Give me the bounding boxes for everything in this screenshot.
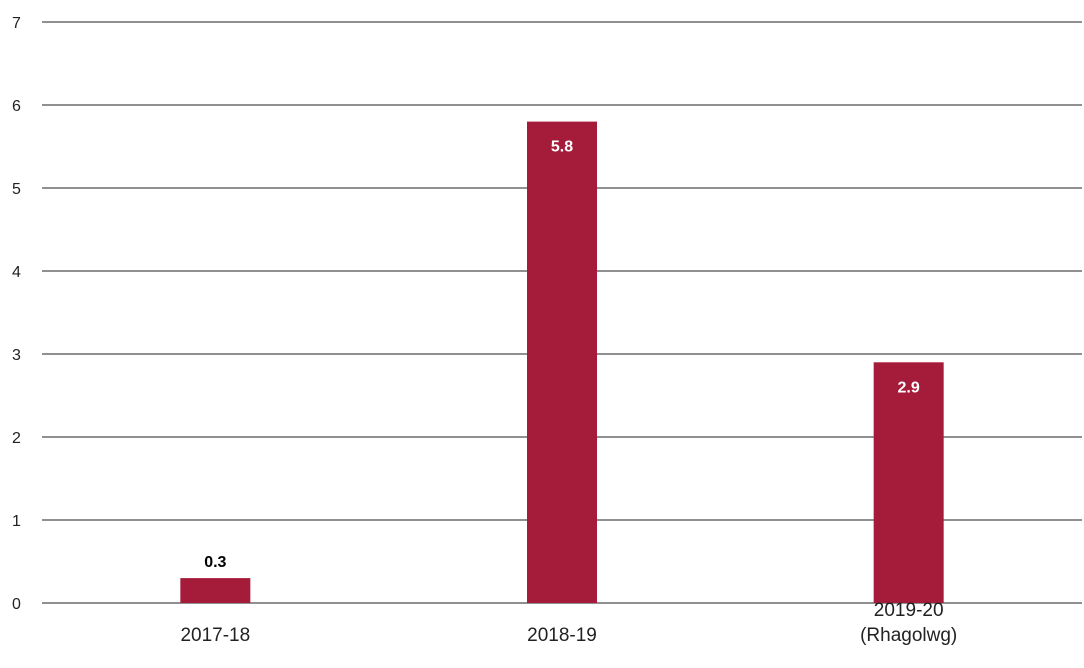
x-tick-label: (Rhagolwg) xyxy=(860,625,957,646)
bars xyxy=(180,121,944,603)
y-tick-label: 3 xyxy=(12,347,21,364)
x-tick-label: 2019-20 xyxy=(874,600,944,621)
y-tick-label: 5 xyxy=(12,181,21,198)
data-labels: 0.3 5.8 2.9 xyxy=(204,139,920,571)
y-axis-ticks: 0 1 2 3 4 5 6 7 xyxy=(12,15,21,613)
data-label: 2.9 xyxy=(898,379,920,396)
bar xyxy=(527,121,597,603)
x-axis-ticks: 2017-18 2018-19 2019-20 (Rhagolwg) xyxy=(180,600,957,646)
y-tick-label: 6 xyxy=(12,98,21,115)
y-tick-label: 4 xyxy=(12,264,21,281)
data-label: 0.3 xyxy=(204,554,226,571)
y-tick-label: 2 xyxy=(12,430,21,447)
data-label: 5.8 xyxy=(551,139,573,156)
y-tick-label: 0 xyxy=(12,596,21,613)
x-tick-label: 2018-19 xyxy=(527,625,597,646)
y-tick-label: 1 xyxy=(12,513,21,530)
bar xyxy=(873,362,944,603)
bar xyxy=(180,578,251,603)
y-tick-label: 7 xyxy=(12,15,21,32)
x-tick-label: 2017-18 xyxy=(180,625,250,646)
